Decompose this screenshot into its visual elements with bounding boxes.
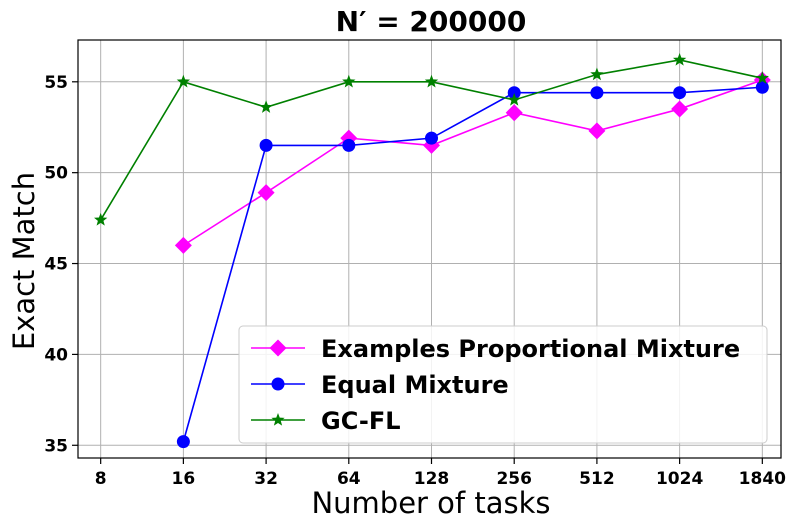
data-point [671, 100, 689, 118]
series-0 [174, 71, 771, 254]
data-point [590, 67, 604, 81]
data-point [755, 80, 769, 94]
data-point [259, 100, 273, 113]
legend: Examples Proportional Mixture Equal Mixtu… [238, 325, 768, 444]
x-tick-label: 8 [95, 469, 107, 489]
legend-entry: GC-FL [251, 407, 401, 435]
plot-frame [77, 39, 782, 459]
data-point [507, 86, 521, 100]
y-axis-label: Exact Match [7, 172, 41, 350]
x-tick-label: 32 [254, 469, 278, 489]
data-point [507, 92, 521, 106]
y-tick-label: 55 [44, 73, 68, 93]
data-point [174, 236, 192, 254]
x-tick-label: 64 [337, 469, 361, 489]
series-line [182, 86, 763, 442]
x-tick-label: 512 [579, 469, 615, 489]
legend-marker [271, 377, 285, 391]
legend-entry: Equal Mixture [251, 371, 509, 399]
y-tick-label: 45 [44, 255, 68, 275]
data-point [673, 86, 687, 100]
data-point [505, 104, 523, 122]
legend-box [238, 325, 768, 444]
legend-marker [271, 413, 285, 426]
data-point [94, 212, 108, 226]
x-tick-label: 128 [414, 469, 450, 489]
series-1 [176, 80, 769, 449]
data-point [424, 74, 439, 88]
chart-title: N′ = 200000 [336, 5, 527, 38]
data-point [176, 74, 191, 88]
y-tick-label: 40 [44, 345, 68, 365]
data-point [342, 74, 356, 88]
x-tick-label: 1024 [656, 469, 703, 489]
x-tick-label: 256 [496, 469, 532, 489]
y-tick-label: 35 [44, 436, 68, 456]
y-tick-label: 50 [44, 164, 68, 184]
legend-entry: Examples Proportional Mixture [251, 335, 740, 363]
data-point [590, 86, 604, 100]
x-tick-label: 1840 [739, 469, 786, 489]
data-point [259, 138, 273, 152]
x-axis-label: Number of tasks [311, 486, 550, 520]
data-point [257, 184, 275, 202]
series-layer [94, 52, 771, 449]
x-tick-label: 16 [172, 469, 196, 489]
data-point [755, 71, 769, 84]
data-point [342, 138, 356, 152]
legend-label: Examples Proportional Mixture [321, 335, 740, 363]
data-point [672, 52, 687, 66]
legend-marker [269, 339, 287, 357]
data-point [176, 435, 190, 449]
data-point [588, 122, 606, 140]
legend-label: Equal Mixture [321, 371, 509, 399]
series-line [182, 79, 763, 247]
series-2 [94, 52, 769, 226]
data-point [425, 131, 438, 145]
legend-label: GC-FL [321, 407, 401, 435]
axes: 8 16 32 64 128 256 512 1024 1840 35 40 45 50 55 [44, 39, 786, 489]
